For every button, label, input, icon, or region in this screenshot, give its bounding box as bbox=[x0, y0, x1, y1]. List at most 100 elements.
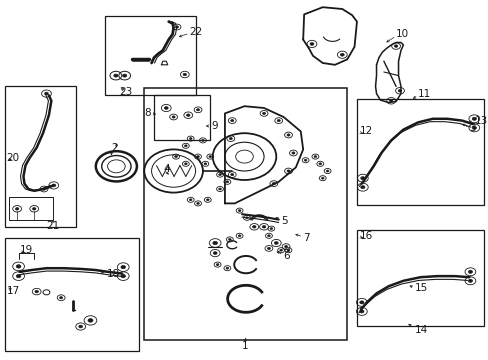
Circle shape bbox=[340, 53, 344, 56]
Bar bbox=[154, 95, 210, 140]
Circle shape bbox=[286, 134, 289, 136]
Circle shape bbox=[468, 270, 471, 273]
Circle shape bbox=[15, 207, 19, 210]
Circle shape bbox=[212, 241, 217, 245]
Circle shape bbox=[225, 181, 228, 183]
Circle shape bbox=[189, 138, 192, 140]
Circle shape bbox=[79, 325, 82, 328]
Circle shape bbox=[189, 199, 192, 201]
Circle shape bbox=[186, 114, 190, 117]
Circle shape bbox=[174, 156, 177, 158]
Text: 19: 19 bbox=[20, 245, 33, 255]
Text: 17: 17 bbox=[6, 285, 20, 296]
Circle shape bbox=[203, 163, 206, 165]
Circle shape bbox=[228, 238, 231, 240]
Text: 14: 14 bbox=[414, 325, 427, 335]
Circle shape bbox=[238, 210, 241, 212]
Circle shape bbox=[318, 163, 321, 165]
Text: 18: 18 bbox=[106, 269, 120, 279]
Circle shape bbox=[88, 319, 93, 322]
Text: 3: 3 bbox=[468, 123, 475, 133]
Circle shape bbox=[360, 186, 364, 189]
Circle shape bbox=[121, 274, 125, 278]
Circle shape bbox=[274, 242, 278, 244]
Circle shape bbox=[172, 116, 175, 118]
Circle shape bbox=[279, 249, 282, 251]
Text: 8: 8 bbox=[143, 108, 150, 118]
Circle shape bbox=[225, 267, 228, 269]
Circle shape bbox=[60, 297, 62, 299]
Circle shape bbox=[196, 109, 199, 111]
Text: 1: 1 bbox=[242, 341, 248, 351]
Circle shape bbox=[230, 120, 233, 122]
Circle shape bbox=[52, 184, 56, 187]
Circle shape bbox=[284, 246, 287, 248]
Circle shape bbox=[183, 73, 186, 76]
Text: 9: 9 bbox=[211, 121, 218, 131]
Circle shape bbox=[267, 247, 270, 249]
Bar bbox=[105, 16, 195, 95]
Bar bbox=[5, 86, 76, 227]
Circle shape bbox=[184, 145, 187, 147]
Circle shape bbox=[238, 235, 241, 237]
Circle shape bbox=[262, 225, 265, 228]
Circle shape bbox=[286, 249, 289, 251]
Circle shape bbox=[397, 89, 401, 92]
Circle shape bbox=[252, 225, 256, 228]
Text: 23: 23 bbox=[119, 87, 132, 97]
Circle shape bbox=[196, 156, 199, 158]
Circle shape bbox=[272, 183, 275, 185]
Bar bbox=[9, 197, 53, 220]
Circle shape bbox=[313, 156, 316, 158]
Circle shape bbox=[325, 170, 328, 172]
Circle shape bbox=[388, 99, 392, 102]
Circle shape bbox=[291, 152, 294, 154]
Text: 20: 20 bbox=[6, 153, 20, 163]
Text: 11: 11 bbox=[417, 89, 430, 99]
Circle shape bbox=[359, 301, 363, 304]
Text: 7: 7 bbox=[303, 233, 309, 243]
Circle shape bbox=[229, 138, 232, 140]
Circle shape bbox=[286, 170, 289, 172]
Circle shape bbox=[201, 139, 204, 141]
Text: 12: 12 bbox=[359, 126, 372, 136]
Circle shape bbox=[196, 202, 199, 204]
Text: 16: 16 bbox=[359, 231, 372, 241]
Text: 10: 10 bbox=[395, 29, 408, 39]
Circle shape bbox=[471, 117, 475, 120]
Circle shape bbox=[184, 163, 187, 165]
Bar bbox=[144, 88, 346, 340]
Text: 13: 13 bbox=[473, 116, 487, 126]
Circle shape bbox=[42, 188, 45, 190]
Circle shape bbox=[230, 174, 233, 176]
Bar bbox=[356, 230, 483, 326]
Circle shape bbox=[35, 290, 39, 293]
Circle shape bbox=[164, 107, 168, 109]
Circle shape bbox=[360, 177, 364, 180]
Circle shape bbox=[122, 74, 126, 77]
Circle shape bbox=[213, 252, 217, 255]
Circle shape bbox=[121, 265, 125, 269]
Circle shape bbox=[218, 188, 221, 190]
Circle shape bbox=[393, 45, 397, 48]
Circle shape bbox=[309, 42, 313, 45]
Circle shape bbox=[114, 74, 118, 77]
Circle shape bbox=[262, 112, 265, 114]
Circle shape bbox=[267, 235, 270, 237]
Circle shape bbox=[16, 265, 21, 268]
Circle shape bbox=[216, 264, 219, 266]
Bar bbox=[356, 99, 483, 205]
Circle shape bbox=[321, 177, 324, 179]
Circle shape bbox=[468, 279, 471, 282]
Circle shape bbox=[32, 207, 36, 210]
Text: 5: 5 bbox=[281, 216, 287, 226]
Text: 2: 2 bbox=[111, 143, 118, 153]
Circle shape bbox=[44, 92, 48, 95]
Text: 22: 22 bbox=[189, 27, 203, 37]
Circle shape bbox=[16, 274, 21, 278]
Circle shape bbox=[218, 174, 221, 176]
Circle shape bbox=[206, 199, 209, 201]
Circle shape bbox=[359, 310, 363, 313]
Bar bbox=[5, 238, 139, 351]
Circle shape bbox=[277, 120, 280, 122]
